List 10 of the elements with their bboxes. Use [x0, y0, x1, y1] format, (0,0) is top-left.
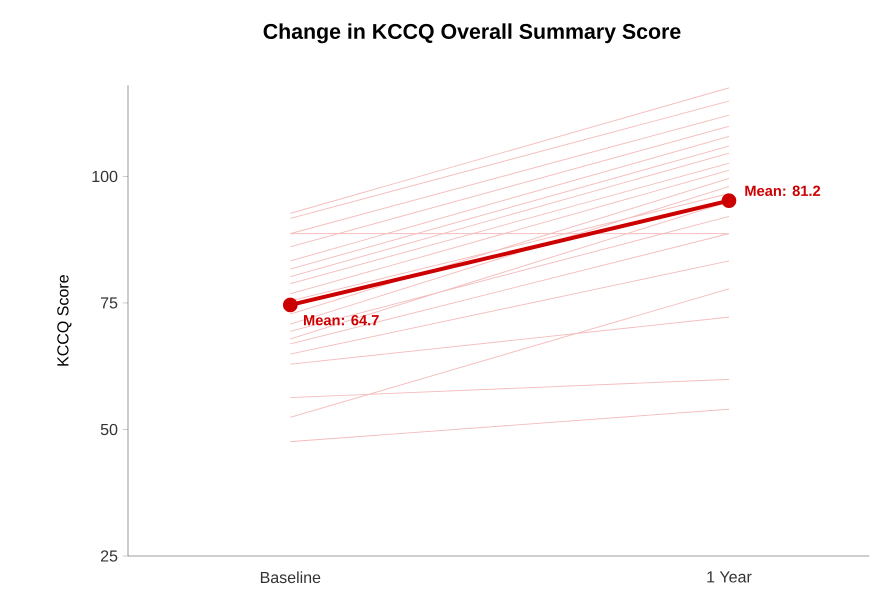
chart-title: Change in KCCQ Overall Summary Score [264, 23, 680, 44]
annotation: Mean: 81.2 [745, 186, 820, 196]
y-tick-label: 25 [100, 550, 118, 562]
x-tick-label: 1 Year [707, 571, 752, 583]
y-tick-label: 50 [100, 424, 118, 436]
y-axis-title: KCCQ Score [57, 275, 72, 366]
y-tick-label: 100 [92, 170, 118, 182]
annotation: Mean: 64.7 [304, 315, 379, 326]
y-tick-label: 75 [100, 297, 118, 309]
x-tick-label: Baseline [260, 571, 320, 584]
